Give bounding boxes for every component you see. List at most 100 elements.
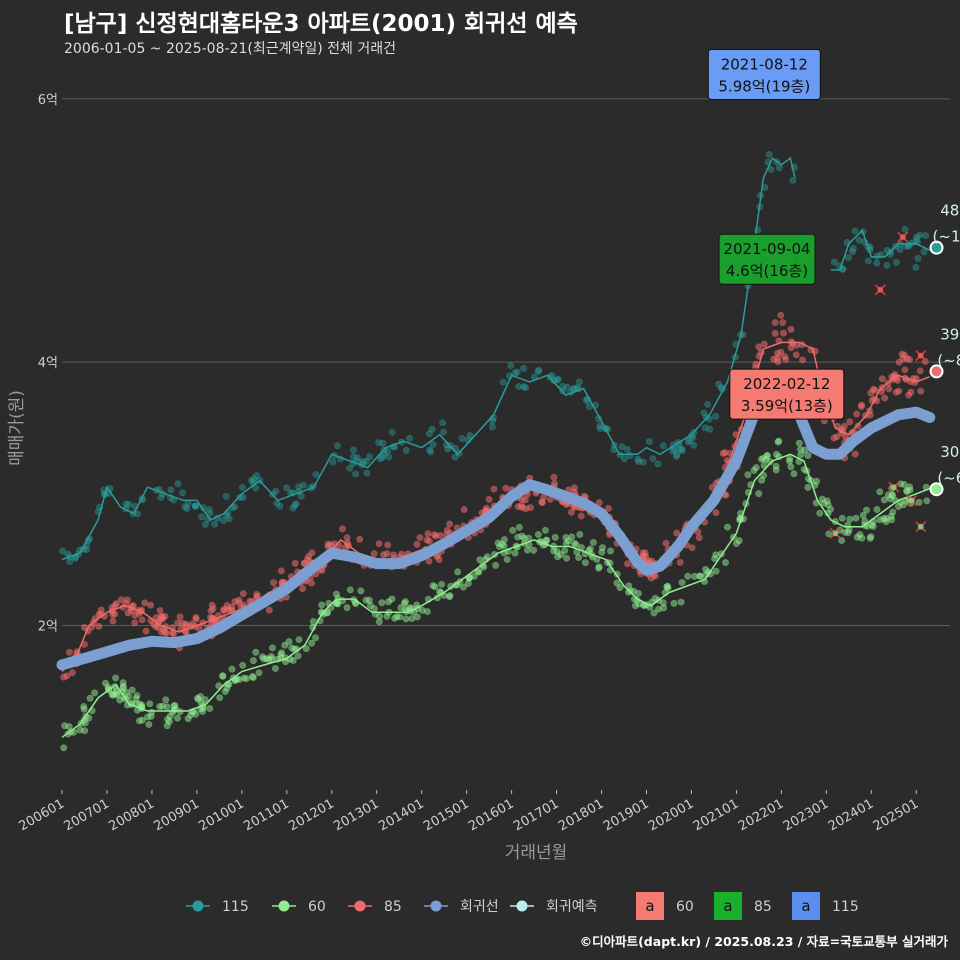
scatter-point bbox=[744, 471, 752, 479]
scatter-point bbox=[777, 348, 785, 356]
scatter-point bbox=[855, 236, 863, 244]
scatter-point bbox=[777, 311, 785, 319]
scatter-point bbox=[385, 453, 393, 461]
scatter-point bbox=[562, 533, 570, 541]
scatter-point bbox=[208, 601, 216, 609]
scatter-point bbox=[513, 368, 521, 376]
scatter-point bbox=[774, 358, 782, 366]
scatter-point bbox=[360, 458, 368, 466]
scatter-point bbox=[660, 604, 668, 612]
scatter-point bbox=[920, 248, 928, 256]
scatter-point bbox=[236, 493, 244, 501]
scatter-point bbox=[878, 375, 886, 383]
scatter-point bbox=[211, 520, 219, 528]
scatter-point bbox=[198, 513, 206, 521]
scatter-point bbox=[650, 609, 658, 617]
scatter-point bbox=[69, 669, 77, 677]
scatter-point bbox=[867, 389, 875, 397]
scatter-point bbox=[901, 366, 909, 374]
scatter-point bbox=[459, 583, 467, 591]
scatter-point bbox=[873, 505, 881, 513]
scatter-point bbox=[771, 319, 779, 327]
scatter-point bbox=[206, 704, 214, 712]
scatter-point bbox=[787, 325, 795, 333]
scatter-point bbox=[122, 500, 130, 508]
scatter-point bbox=[401, 598, 409, 606]
x-tick-label: 201601 bbox=[466, 796, 516, 834]
scatter-point bbox=[838, 537, 846, 545]
legend-label-회귀선: 회귀선 bbox=[460, 899, 499, 915]
x-tick-label: 201801 bbox=[556, 796, 606, 834]
scatter-point bbox=[684, 438, 692, 446]
scatter-point bbox=[215, 682, 223, 690]
legend-label-회귀예측: 회귀예측 bbox=[546, 899, 598, 915]
scatter-point bbox=[425, 430, 433, 438]
scatter-point bbox=[228, 665, 236, 673]
annotation-price-85: 4.6억(16층) bbox=[726, 262, 808, 280]
scatter-point bbox=[268, 644, 276, 652]
scatter-point bbox=[519, 364, 527, 372]
scatter-point bbox=[131, 619, 139, 627]
scatter-point bbox=[690, 441, 698, 449]
scatter-point bbox=[158, 702, 166, 710]
scatter-point bbox=[755, 343, 763, 351]
scatter-point bbox=[375, 540, 383, 548]
scatter-point bbox=[248, 477, 256, 485]
scatter-point bbox=[156, 606, 164, 614]
scatter-point bbox=[138, 616, 146, 624]
scatter-point bbox=[881, 394, 889, 402]
scatter-point bbox=[332, 590, 340, 598]
scatter-point bbox=[133, 692, 141, 700]
scatter-point bbox=[141, 599, 149, 607]
scatter-point bbox=[444, 445, 452, 453]
scatter-point bbox=[701, 424, 709, 432]
scatter-point bbox=[916, 231, 924, 239]
scatter-point bbox=[357, 587, 365, 595]
scatter-point bbox=[174, 480, 182, 488]
chart-title: [남구] 신정현대홈타운3 아파트(2001) 회귀선 예측 bbox=[64, 11, 578, 37]
legend-dot-85 bbox=[354, 900, 366, 912]
scatter-point bbox=[554, 376, 562, 384]
scatter-point bbox=[384, 541, 392, 549]
scatter-point bbox=[475, 568, 483, 576]
scatter-point bbox=[689, 434, 697, 442]
y-axis-title: 매매가(원) bbox=[7, 390, 27, 466]
scatter-point bbox=[289, 504, 297, 512]
scatter-point bbox=[914, 254, 922, 262]
x-tick-label: 200901 bbox=[151, 796, 201, 834]
scatter-point bbox=[618, 443, 626, 451]
forecast-value-115: 48,700 bbox=[940, 202, 960, 220]
scatter-point bbox=[598, 548, 606, 556]
scatter-point bbox=[333, 442, 341, 450]
scatter-point bbox=[912, 263, 920, 271]
scatter-point bbox=[558, 382, 566, 390]
legend-dot-60 bbox=[278, 900, 290, 912]
annotation-box-60 bbox=[729, 368, 845, 420]
scatter-point bbox=[167, 486, 175, 494]
scatter-point bbox=[863, 506, 871, 514]
scatter-point bbox=[684, 572, 692, 580]
scatter-point bbox=[782, 355, 790, 363]
scatter-point bbox=[623, 445, 631, 453]
scatter-point bbox=[402, 615, 410, 623]
scatter-point bbox=[848, 248, 856, 256]
scatter-point bbox=[570, 539, 578, 547]
scatter-point bbox=[199, 707, 207, 715]
scatter-point bbox=[363, 469, 371, 477]
scatter-point bbox=[585, 403, 593, 411]
scatter-point bbox=[880, 496, 888, 504]
scatter-point bbox=[334, 600, 342, 608]
scatter-point bbox=[898, 350, 906, 358]
scatter-point bbox=[883, 261, 891, 269]
scatter-point bbox=[688, 432, 696, 440]
scatter-point bbox=[191, 502, 199, 510]
scatter-point bbox=[645, 438, 653, 446]
scatter-point bbox=[649, 455, 657, 463]
scatter-point bbox=[423, 536, 431, 544]
scatter-point bbox=[408, 615, 416, 623]
scatter-point bbox=[356, 535, 364, 543]
scatter-point bbox=[571, 484, 579, 492]
scatter-point bbox=[917, 387, 925, 395]
x-tick-label: 201501 bbox=[421, 796, 471, 834]
scatter-point bbox=[82, 546, 90, 554]
